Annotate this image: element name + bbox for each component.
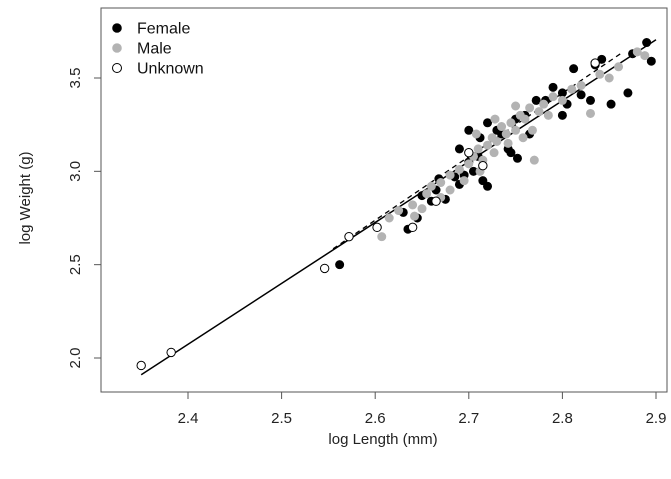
point-male xyxy=(394,206,404,216)
point-female xyxy=(642,38,652,48)
y-tick-label: 2.5 xyxy=(67,254,84,275)
legend-marker-female xyxy=(112,23,122,33)
point-male xyxy=(410,211,420,221)
point-unknown xyxy=(407,222,418,233)
legend-marker-male xyxy=(112,43,122,53)
point-male xyxy=(459,176,469,186)
point-female xyxy=(512,153,522,163)
point-male xyxy=(445,185,455,195)
point-male xyxy=(614,62,624,72)
point-male xyxy=(489,148,499,158)
point-female xyxy=(335,260,345,270)
point-male xyxy=(436,178,446,188)
point-unknown xyxy=(590,58,600,68)
point-unknown xyxy=(136,360,146,371)
point-male xyxy=(426,181,436,191)
point-unknown xyxy=(431,196,441,206)
x-tick-label: 2.8 xyxy=(552,410,573,427)
point-male xyxy=(408,200,418,210)
point-male xyxy=(445,170,455,180)
point-male xyxy=(422,189,432,199)
x-tick-label: 2.9 xyxy=(646,410,667,427)
point-unknown xyxy=(344,231,354,242)
point-male xyxy=(483,140,493,150)
legend-label-female: Female xyxy=(137,21,190,38)
point-male xyxy=(567,84,577,94)
point-male xyxy=(543,110,553,120)
point-female xyxy=(531,95,541,105)
point-male xyxy=(497,122,507,132)
point-male xyxy=(377,232,387,242)
point-female xyxy=(483,181,493,191)
point-male xyxy=(640,51,650,61)
point-male xyxy=(503,138,513,148)
point-male xyxy=(454,164,464,174)
point-unknown xyxy=(372,222,382,233)
point-male xyxy=(490,114,500,124)
point-male xyxy=(595,69,605,79)
point-unknown xyxy=(319,263,330,274)
y-tick-label: 3.5 xyxy=(67,68,84,89)
point-male xyxy=(632,47,642,57)
y-axis-title: log Weight (g) xyxy=(17,151,34,244)
point-female xyxy=(646,56,656,66)
point-female xyxy=(606,99,616,109)
legend: Female Male Unknown xyxy=(112,21,204,78)
x-tick-label: 2.7 xyxy=(458,410,479,427)
point-female xyxy=(464,125,474,135)
point-female xyxy=(557,88,567,98)
x-tick-label: 2.4 xyxy=(178,410,199,427)
point-male xyxy=(527,125,537,135)
point-male xyxy=(520,114,530,124)
point-male xyxy=(506,118,516,128)
point-unknown xyxy=(166,347,176,358)
point-male xyxy=(529,155,539,165)
point-male xyxy=(525,103,535,113)
legend-label-unknown: Unknown xyxy=(137,61,204,78)
point-male xyxy=(417,204,427,214)
point-male xyxy=(511,125,521,135)
point-female xyxy=(623,88,633,98)
legend-marker-unknown xyxy=(112,63,122,73)
point-male xyxy=(492,136,502,146)
x-axis: 2.4 2.5 2.6 2.7 2.8 2.9 xyxy=(178,391,667,427)
point-female xyxy=(454,144,464,154)
point-female xyxy=(557,110,567,120)
point-male xyxy=(557,95,567,105)
x-axis-title: log Length (mm) xyxy=(328,431,437,448)
point-male xyxy=(548,92,558,102)
point-female xyxy=(548,82,558,92)
point-unknown xyxy=(478,161,488,171)
point-male xyxy=(473,144,483,154)
x-tick-label: 2.5 xyxy=(271,410,292,427)
y-tick-label: 2.0 xyxy=(67,348,84,369)
point-male xyxy=(464,159,474,169)
x-tick-label: 2.6 xyxy=(365,410,386,427)
point-male xyxy=(534,107,544,117)
data-points xyxy=(136,38,656,371)
point-male xyxy=(511,101,521,111)
y-axis: 2.0 2.5 3.0 3.5 xyxy=(67,68,102,369)
point-male xyxy=(471,129,481,139)
point-male xyxy=(384,213,394,223)
point-male xyxy=(518,133,528,143)
point-male xyxy=(576,80,586,90)
point-female xyxy=(506,148,516,158)
point-female xyxy=(569,64,579,74)
point-male xyxy=(501,129,511,139)
point-unknown xyxy=(464,147,474,158)
point-male xyxy=(585,108,595,118)
y-tick-label: 3.0 xyxy=(67,161,84,182)
point-male xyxy=(604,73,614,83)
point-female xyxy=(576,90,586,100)
point-female xyxy=(483,118,493,128)
legend-label-male: Male xyxy=(137,41,172,58)
point-male xyxy=(539,99,549,109)
point-female xyxy=(585,95,595,105)
